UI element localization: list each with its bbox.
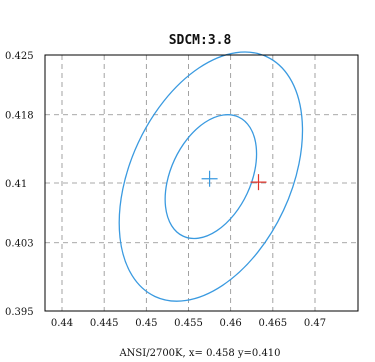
point-layer	[201, 170, 267, 191]
y-tick-label: 0.41	[5, 179, 27, 190]
sdcm-ellipse	[164, 114, 258, 240]
plot-frame	[44, 54, 359, 312]
y-tick-label: 0.418	[5, 111, 34, 122]
x-tick-label: 0.46	[220, 318, 242, 329]
x-tick-label: 0.465	[259, 318, 288, 329]
x-tick-label: 0.445	[90, 318, 119, 329]
x-tick-labels: 0.44 0.445 0.45 0.455 0.46 0.465 0.47	[51, 318, 326, 329]
x-tick-label: 0.47	[304, 318, 326, 329]
x-tick-label: 0.44	[51, 318, 73, 329]
point-marker	[250, 174, 267, 191]
ellipse-layer	[118, 51, 304, 302]
y-tick-label: 0.425	[5, 51, 34, 62]
y-tick-label: 0.395	[5, 307, 34, 318]
point-marker	[201, 170, 218, 187]
x-tick-label: 0.45	[135, 318, 157, 329]
y-tick-labels: 0.395 0.403 0.41 0.418 0.425	[5, 51, 34, 318]
y-tick-label: 0.403	[5, 239, 34, 250]
x-axis-label: ANSI/2700K, x= 0.458 y=0.410	[118, 348, 280, 359]
grid-lines	[45, 55, 358, 311]
x-tick-label: 0.455	[174, 318, 203, 329]
sdcm-ellipse	[118, 51, 304, 302]
chart-title: SDCM:3.8	[169, 33, 232, 48]
